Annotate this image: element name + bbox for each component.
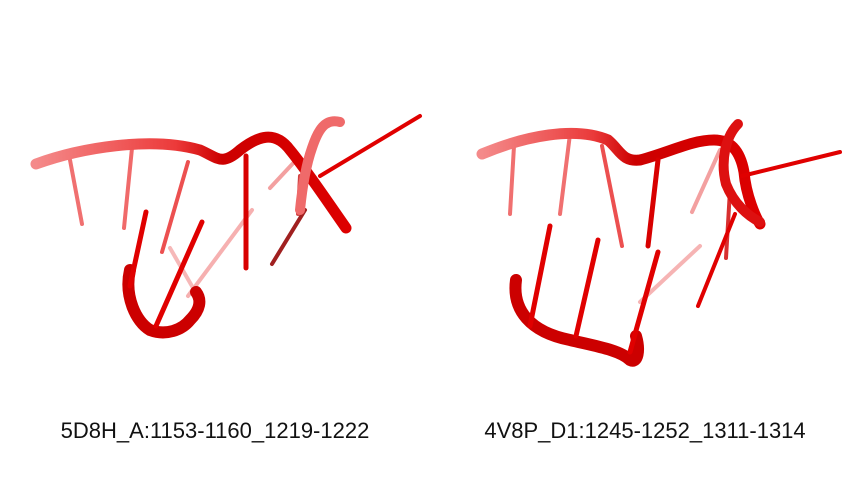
structure-panel-right: 4V8P_D1:1245-1252_1311-1314 [430,0,860,480]
nucleotide-bases-right [508,132,737,308]
backbone-upper-right [476,127,766,230]
nucleotide-bases-front-left [127,114,422,329]
backbone-strand-right [718,119,765,227]
backbone-strand-left [295,116,345,215]
rna-structure-render-right [476,119,842,367]
structure-caption-right: 4V8P_D1:1245-1252_1311-1314 [484,418,806,443]
nucleotide-bases-left [68,146,307,302]
backbone-loop-left [122,264,206,339]
structure-panel-left: 5D8H_A:1153-1160_1219-1222 [30,114,422,443]
rna-structure-render-left [30,114,422,339]
backbone-loop-right [509,274,644,367]
structure-caption-left: 5D8H_A:1153-1160_1219-1222 [60,418,370,443]
nucleotide-bases-front-right [527,150,842,355]
